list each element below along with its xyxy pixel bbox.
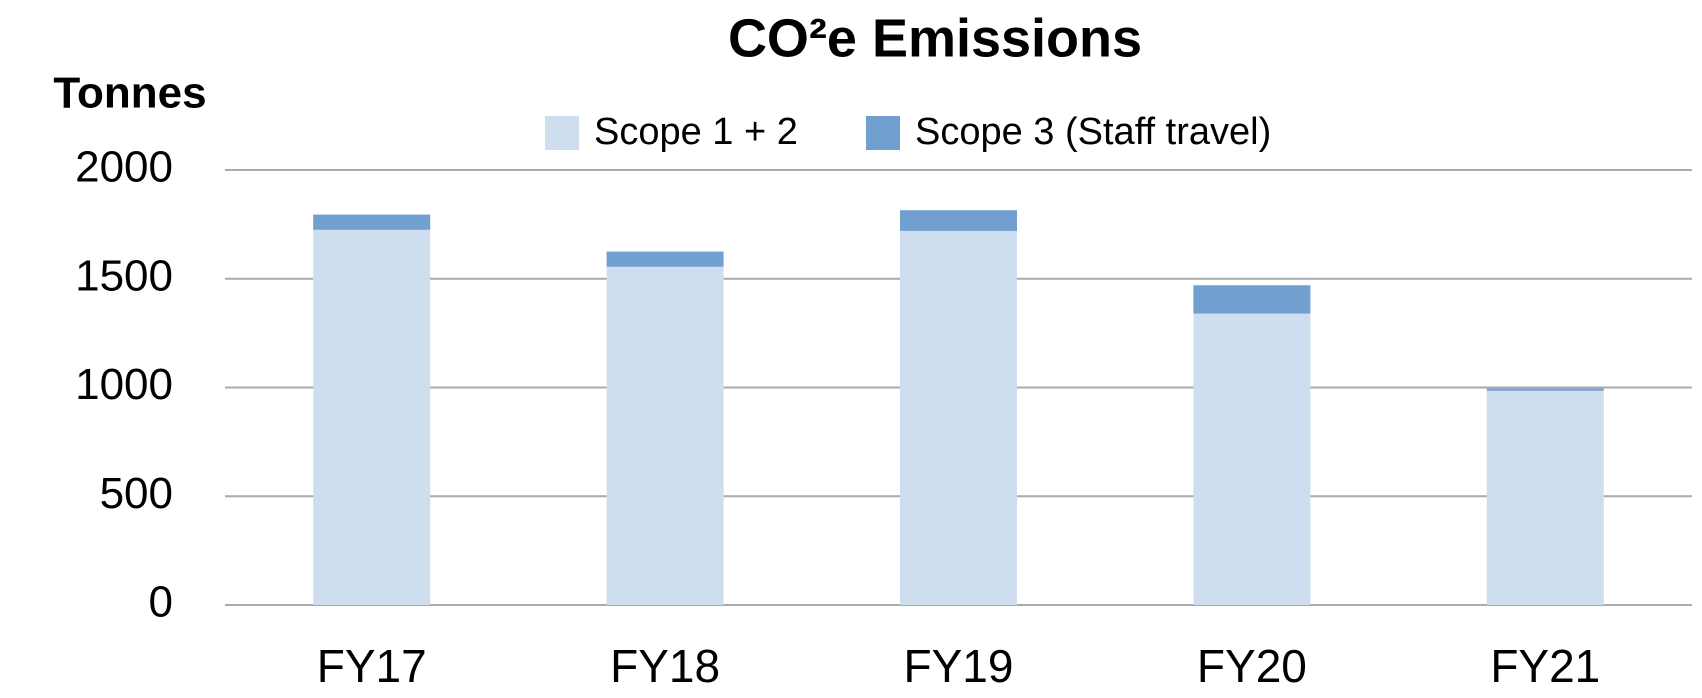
bar-segment: [900, 210, 1017, 231]
bar-segment: [1193, 313, 1311, 605]
bar-segment: [1193, 285, 1311, 314]
x-tick-label: FY18: [610, 640, 720, 692]
x-tick-label: FY19: [904, 640, 1014, 692]
legend-swatch: [866, 116, 900, 150]
y-tick-label: 1000: [75, 360, 173, 409]
legend-label: Scope 1 + 2: [594, 111, 798, 153]
legend-swatch: [545, 116, 579, 150]
bar-segment: [1486, 388, 1604, 391]
bar-segment: [1486, 390, 1604, 605]
bar-segment: [313, 214, 431, 230]
y-tick-label: 500: [100, 469, 173, 518]
chart-title: CO²e Emissions: [728, 8, 1142, 68]
x-tick-label: FY17: [317, 640, 427, 692]
legend-label: Scope 3 (Staff travel): [915, 111, 1271, 153]
y-tick-label: 0: [149, 578, 173, 627]
bar-segment: [900, 230, 1017, 605]
bar-segment: [606, 266, 724, 605]
bar-segment: [313, 229, 431, 605]
y-tick-label: 2000: [75, 143, 173, 192]
bar-segment: [606, 251, 724, 267]
y-axis-label: Tonnes: [53, 69, 206, 118]
y-tick-label: 1500: [75, 251, 173, 300]
x-tick-label: FY21: [1490, 640, 1600, 692]
x-tick-label: FY20: [1197, 640, 1307, 692]
